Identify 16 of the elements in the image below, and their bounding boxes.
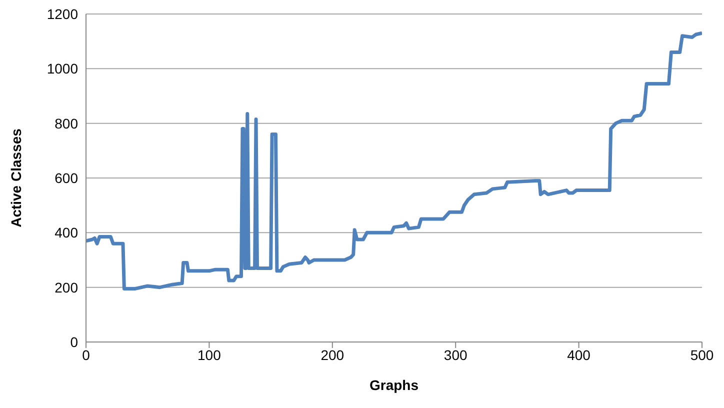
y-tick-label: 1000 xyxy=(46,60,78,77)
y-tick-label: 0 xyxy=(70,334,78,350)
x-tick-label: 400 xyxy=(567,346,591,363)
x-tick-label: 300 xyxy=(444,346,468,363)
x-tick-label: 0 xyxy=(82,346,90,363)
x-axis-title: Graphs xyxy=(369,377,419,393)
y-tick-label: 600 xyxy=(54,170,78,186)
x-tick-label: 500 xyxy=(690,346,714,363)
x-tick-label: 200 xyxy=(320,346,344,363)
y-tick-label: 200 xyxy=(54,279,78,296)
y-tick-label: 800 xyxy=(54,115,78,132)
y-tick-label: 400 xyxy=(54,224,78,241)
x-tick-label: 100 xyxy=(198,346,222,363)
y-axis-title: Active Classes xyxy=(8,128,24,228)
y-tick-label: 1200 xyxy=(46,6,78,22)
line-series xyxy=(86,31,702,290)
